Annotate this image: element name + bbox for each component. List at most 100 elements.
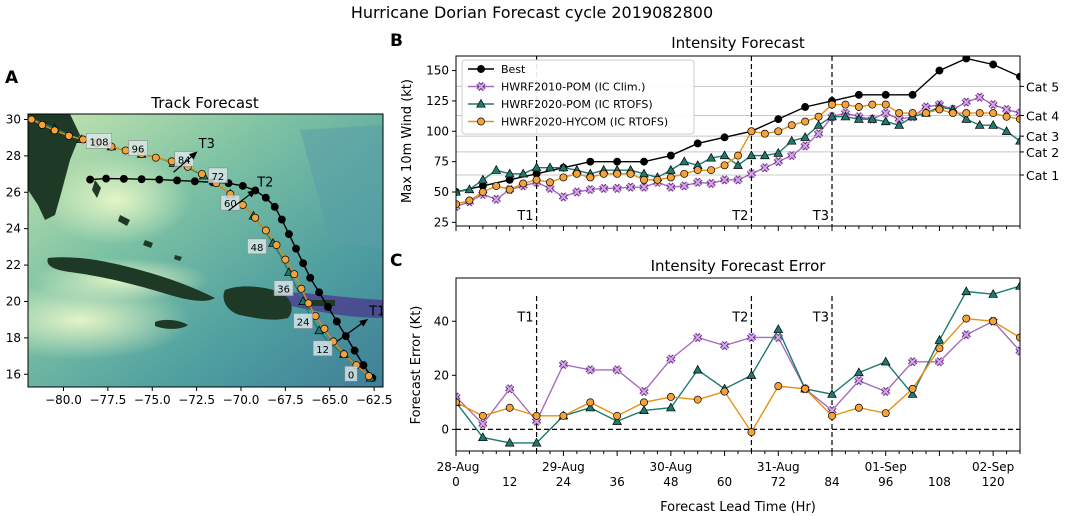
data-point-hycom (908, 384, 917, 393)
data-point-best (720, 133, 729, 142)
data-point-hycom (854, 103, 863, 111)
intensity-forecast-panel: Intensity Forecast Max 10m Wind (kt) T1 T… (400, 34, 1059, 231)
data-point-pom2010-fill (559, 192, 568, 201)
data-point-pom2010 (693, 332, 703, 343)
x-tick-label: 12 (502, 475, 517, 489)
track-point-2 (304, 299, 313, 308)
data-point-pom2020 (961, 286, 972, 296)
data-point-hycom (828, 411, 836, 420)
legend-swatch-marker (476, 81, 486, 92)
data-point-pom2020 (639, 405, 649, 415)
data-point-pom2010-fill (734, 175, 742, 184)
legend-swatch-marker-fill (477, 82, 485, 91)
y-tick-label: 0 (441, 422, 449, 436)
data-point-best (693, 139, 702, 148)
y-tick-label: 20 (6, 294, 21, 308)
track-point-0 (261, 193, 270, 202)
data-point-pom2010-fill (975, 93, 984, 102)
data-point-pom2010-fill (908, 357, 917, 366)
data-point-pom2010-fill (962, 330, 971, 339)
error-x-axis-label: Forecast Lead Time (Hr) (660, 500, 816, 515)
data-point-hycom (774, 382, 783, 391)
track-point-2 (364, 372, 373, 381)
data-point-hycom (478, 411, 487, 420)
track-time-label: T1 (368, 305, 385, 320)
data-point-hycom (962, 109, 971, 118)
track-point-0 (173, 176, 182, 185)
y-tick-label: 26 (6, 185, 21, 199)
data-point-hycom (828, 100, 836, 109)
legend-swatch-marker (476, 98, 486, 108)
data-point-hycom (599, 169, 608, 178)
data-point-hycom (975, 109, 984, 118)
time-marker-label: T2 (731, 209, 748, 224)
track-point-2 (28, 115, 36, 124)
data-point-pom2010 (961, 97, 971, 107)
hour-labels: 0 12 24 36 48 60 72 84 96 108 (85, 133, 358, 382)
track-point-2 (50, 126, 59, 135)
track-time-markers: T1 T2 T3 (173, 137, 385, 342)
track-point-0 (315, 288, 324, 297)
data-point-pom2010-fill (747, 333, 756, 342)
data-point-hycom (519, 179, 528, 188)
y-tick-label: 100 (426, 124, 449, 138)
data-point-pom2010-fill (586, 185, 595, 194)
series-line-pom2020 (456, 285, 1020, 444)
data-point-pom2010-fill (613, 184, 622, 193)
data-point-pom2020 (934, 334, 945, 344)
track-point-0 (155, 175, 164, 184)
error-y-axis-label: Forecast Error (Kt) (409, 306, 424, 425)
data-point-pom2020 (585, 402, 596, 412)
intensity-error-axes: 0 12 24 36 48 60 72 84 96 108 120 28-Aug 29-Aug 30-Au… (434, 314, 1021, 489)
hour-label-box (273, 280, 294, 297)
data-point-pom2020 (853, 113, 864, 123)
track-point-2 (167, 157, 176, 166)
data-point-hycom (935, 105, 944, 114)
data-point-pom2010 (760, 163, 770, 173)
hour-label-box (293, 313, 313, 329)
data-point-pom2010-fill (720, 341, 729, 350)
data-point-pom2020 (545, 162, 555, 172)
data-point-pom2010 (666, 182, 676, 192)
data-point-pom2020 (759, 150, 770, 160)
data-point-pom2020 (558, 162, 569, 172)
track-point-2 (320, 324, 329, 333)
data-point-pom2020 (773, 147, 784, 157)
data-point-pom2020 (665, 164, 676, 174)
y-tick-label: 22 (6, 258, 21, 272)
data-point-best (935, 66, 944, 75)
x-tick-label: 48 (663, 475, 678, 489)
data-point-pom2010-fill (478, 420, 487, 428)
data-point-pom2010 (558, 359, 569, 370)
track-point-2 (38, 120, 47, 129)
data-point-pom2010 (746, 332, 757, 343)
cuba-landmass (47, 257, 215, 301)
data-point-pom2010 (988, 99, 998, 110)
data-point-hycom (801, 117, 810, 126)
y-tick-label: 30 (6, 112, 21, 126)
x-tick-label: 36 (610, 475, 625, 489)
intensity-y-axis-label: Max 10m Wind (kt) (400, 79, 415, 203)
data-point-pom2010-fill (626, 183, 635, 192)
data-point-hycom (734, 151, 742, 160)
data-point-hycom (1002, 112, 1011, 121)
data-point-pom2010-fill (760, 163, 769, 172)
data-point-pom2010-fill (881, 387, 890, 396)
hour-label-box (312, 340, 333, 357)
track-point-0 (238, 181, 247, 190)
data-point-hycom (693, 166, 702, 175)
y-tick-label: 25 (434, 215, 449, 229)
data-point-best (854, 90, 863, 99)
data-point-pom2020 (773, 324, 784, 333)
data-point-pom2010 (733, 175, 743, 185)
track-point-0 (359, 361, 368, 370)
data-point-hycom (720, 161, 729, 170)
hour-label-box (344, 365, 358, 382)
data-point-hycom (546, 178, 554, 187)
y-tick-label: 125 (426, 94, 449, 108)
data-point-best (505, 175, 514, 184)
track-point-2 (238, 201, 247, 209)
data-point-hycom (989, 317, 998, 326)
data-point-hycom (895, 109, 904, 118)
x-tick-label: −62.5 (356, 393, 393, 407)
